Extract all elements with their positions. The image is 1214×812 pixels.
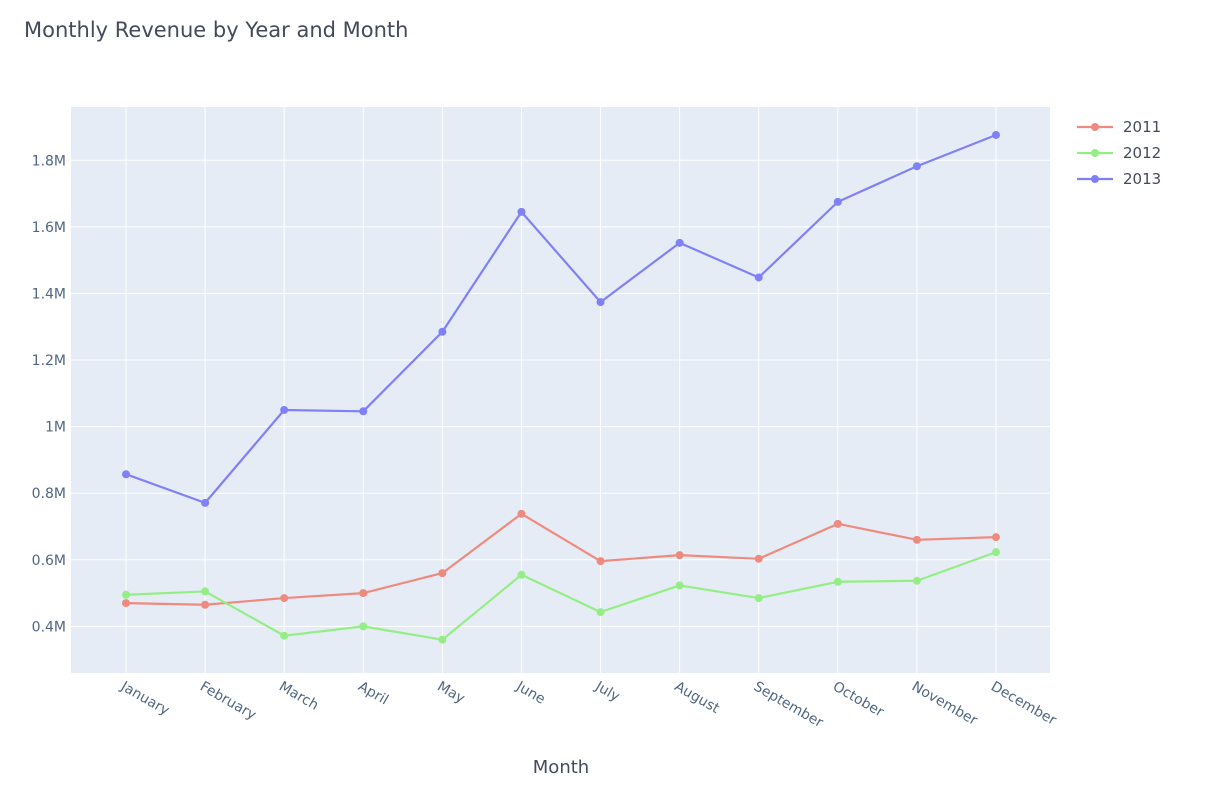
- legend-label: 2011: [1123, 118, 1161, 136]
- legend[interactable]: 2011 2012 2013: [1077, 118, 1161, 188]
- data-point-2013: [912, 162, 921, 171]
- x-tick-label: March: [276, 679, 321, 714]
- x-axis-ticks: January February March April May June July Augu…: [117, 678, 1059, 731]
- x-tick-label: February: [197, 679, 259, 724]
- data-point-2013: [201, 498, 210, 507]
- data-point-2011: [438, 569, 447, 578]
- data-point-2011: [122, 599, 130, 608]
- x-tick-label: April: [355, 679, 391, 709]
- data-point-2011: [754, 554, 763, 563]
- y-tick-label: 1.4M: [32, 286, 66, 302]
- data-point-2012: [754, 594, 763, 603]
- data-point-2011: [517, 509, 526, 518]
- y-tick-label: 1.2M: [32, 353, 66, 369]
- data-point-2013: [438, 327, 447, 336]
- data-point-2011: [280, 594, 289, 603]
- data-point-2012: [280, 631, 289, 640]
- series-line-2012: [125, 551, 997, 641]
- data-point-2013: [280, 405, 289, 414]
- data-point-2012: [596, 608, 605, 617]
- legend-label: 2012: [1123, 144, 1161, 162]
- y-tick-label: 1.8M: [32, 153, 66, 169]
- data-point-2013: [122, 470, 130, 479]
- x-tick-label: January: [117, 678, 172, 719]
- data-point-2012: [992, 548, 1000, 557]
- x-tick-label: August: [672, 679, 723, 718]
- data-point-2011: [833, 519, 842, 528]
- series-line-2011: [125, 512, 997, 606]
- legend-item-2013[interactable]: 2013: [1077, 170, 1161, 188]
- data-point-2011: [596, 557, 605, 566]
- legend-marker: [1091, 123, 1099, 131]
- data-point-2013: [359, 407, 368, 416]
- y-axis-ticks: 0.4M 0.6M 0.8M 1M 1.2M 1.4M 1.6M 1.8M: [32, 153, 66, 635]
- data-point-2012: [438, 635, 447, 644]
- data-point-2013: [754, 273, 763, 282]
- data-point-2012: [201, 587, 210, 596]
- x-tick-label: May: [434, 679, 467, 707]
- data-point-2011: [992, 533, 1000, 542]
- data-point-2012: [833, 577, 842, 586]
- y-tick-label: 1M: [45, 420, 66, 436]
- series-layer: [122, 130, 1000, 644]
- data-point-2011: [359, 589, 368, 598]
- data-point-2011: [912, 535, 921, 544]
- x-axis-title: Month: [533, 757, 589, 778]
- data-point-2012: [359, 622, 368, 631]
- y-tick-label: 1.6M: [32, 220, 66, 236]
- legend-label: 2013: [1123, 170, 1161, 188]
- legend-marker: [1091, 149, 1099, 157]
- x-tick-label: July: [592, 678, 623, 705]
- x-tick-label: November: [909, 679, 980, 729]
- data-point-2013: [992, 130, 1000, 139]
- x-tick-label: June: [513, 678, 548, 708]
- data-point-2011: [675, 551, 684, 560]
- data-point-2013: [833, 197, 842, 206]
- y-tick-label: 0.4M: [32, 619, 66, 635]
- plot-area: [71, 107, 1050, 673]
- data-point-2012: [517, 570, 526, 579]
- legend-item-2012[interactable]: 2012: [1077, 144, 1161, 162]
- x-tick-label: October: [830, 679, 887, 721]
- y-tick-label: 0.8M: [32, 486, 66, 502]
- x-tick-label: September: [751, 679, 826, 732]
- series-line-2013: [125, 133, 997, 504]
- chart-title: Monthly Revenue by Year and Month: [24, 18, 409, 42]
- data-point-2012: [675, 581, 684, 590]
- legend-marker: [1091, 175, 1099, 183]
- data-point-2013: [517, 207, 526, 216]
- data-point-2012: [912, 576, 921, 585]
- data-point-2013: [675, 238, 684, 247]
- y-tick-label: 0.6M: [32, 553, 66, 569]
- data-point-2012: [122, 590, 130, 599]
- data-point-2011: [201, 600, 210, 609]
- x-tick-label: December: [988, 679, 1059, 729]
- data-point-2013: [596, 298, 605, 307]
- legend-item-2011[interactable]: 2011: [1077, 118, 1161, 136]
